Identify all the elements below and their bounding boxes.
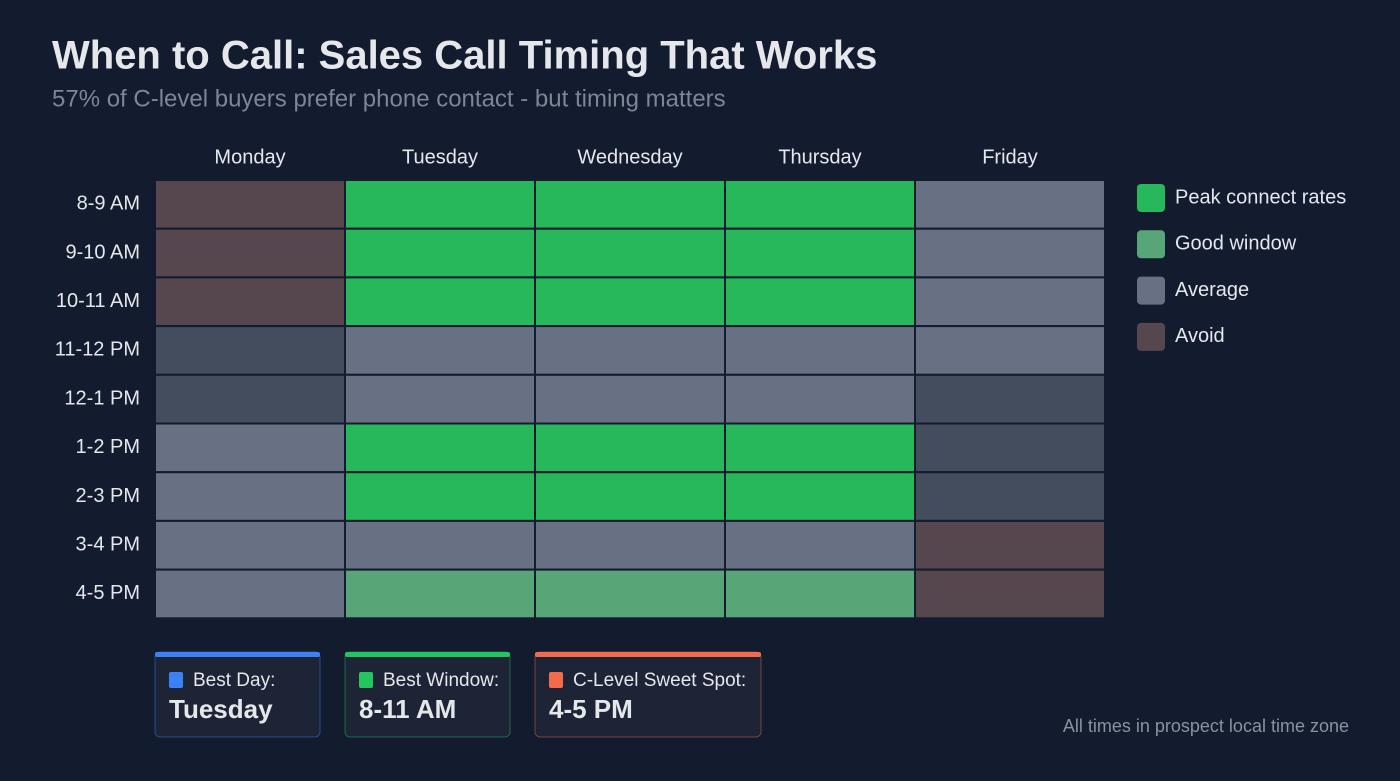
- heatmap-cell: [344, 422, 536, 474]
- row-label: 4-5 PM: [76, 582, 140, 604]
- column-label: Tuesday: [402, 146, 478, 168]
- heatmap-cell: [344, 179, 536, 230]
- row-label: 12-1 PM: [64, 387, 140, 409]
- card-accent: [345, 652, 510, 657]
- heatmap-cell: [724, 227, 916, 279]
- heatmap-cell: [534, 325, 726, 376]
- heatmap-cell: [914, 519, 1106, 571]
- legend-label: Average: [1175, 279, 1249, 301]
- heatmap-cell: [534, 373, 726, 425]
- heatmap-cell: [914, 276, 1106, 328]
- heatmap-cell: [534, 276, 726, 328]
- column-label: Friday: [982, 146, 1038, 168]
- column-label: Thursday: [778, 146, 861, 168]
- card-label: Best Window:: [383, 670, 499, 691]
- column-label: Monday: [214, 146, 285, 168]
- heatmap-cell: [914, 471, 1106, 522]
- footnote: All times in prospect local time zone: [1063, 716, 1349, 736]
- heatmap-cell: [534, 179, 726, 230]
- legend-label: Good window: [1175, 233, 1297, 255]
- heatmap-cell: [154, 568, 346, 620]
- heatmap-cell: [534, 568, 726, 620]
- heatmap-cell: [914, 227, 1106, 279]
- row-label: 8-9 AM: [77, 193, 140, 215]
- heatmap-cell: [154, 276, 346, 328]
- card-label: Best Day:: [193, 670, 275, 691]
- row-label: 3-4 PM: [76, 534, 140, 556]
- legend-label: Peak connect rates: [1175, 186, 1346, 208]
- heatmap-cell: [724, 179, 916, 230]
- card-accent: [155, 652, 320, 657]
- heatmap-cell: [724, 373, 916, 425]
- heatmap-cell: [344, 373, 536, 425]
- heatmap-cell: [724, 568, 916, 620]
- heatmap-cell: [154, 422, 346, 474]
- heatmap-cell: [724, 422, 916, 474]
- heatmap-cell: [914, 422, 1106, 474]
- heatmap-cell: [154, 471, 346, 522]
- heatmap-cell: [344, 568, 536, 620]
- heatmap-cell: [344, 325, 536, 376]
- row-label: 11-12 PM: [55, 339, 140, 361]
- card-value: 8-11 AM: [359, 694, 456, 724]
- heatmap-cell: [344, 276, 536, 328]
- row-label: 1-2 PM: [76, 436, 140, 458]
- card-value: 4-5 PM: [549, 694, 633, 724]
- heatmap-cell: [534, 422, 726, 474]
- heatmap-cell: [154, 519, 346, 571]
- chart-subtitle: 57% of C-level buyers prefer phone conta…: [52, 85, 726, 112]
- heatmap-cell: [344, 519, 536, 571]
- heatmap-cell: [914, 373, 1106, 425]
- heatmap-cell: [724, 471, 916, 522]
- heatmap-cell: [344, 227, 536, 279]
- card-label: C-Level Sweet Spot:: [573, 670, 746, 691]
- heatmap-cell: [534, 471, 726, 522]
- heatmap-cell: [154, 325, 346, 376]
- heatmap-cell: [154, 179, 346, 230]
- legend-swatch: [1137, 230, 1165, 259]
- legend-swatch: [1137, 276, 1165, 305]
- row-label: 2-3 PM: [76, 485, 140, 507]
- heatmap-cell: [534, 227, 726, 279]
- legend-label: Avoid: [1175, 325, 1225, 347]
- column-label: Wednesday: [577, 146, 682, 168]
- heatmap-cell: [724, 276, 916, 328]
- heatmap-cell: [154, 373, 346, 425]
- row-label: 9-10 AM: [66, 241, 140, 263]
- heatmap-cell: [344, 471, 536, 522]
- heatmap-cell: [914, 568, 1106, 620]
- row-label: 10-11 AM: [56, 290, 140, 312]
- chart-title: When to Call: Sales Call Timing That Wor…: [52, 34, 877, 78]
- card-accent: [535, 652, 761, 657]
- heatmap-cell: [724, 325, 916, 376]
- heatmap-cell: [914, 179, 1106, 230]
- heatmap-cell: [724, 519, 916, 571]
- heatmap-cell: [154, 227, 346, 279]
- legend-swatch: [1137, 322, 1165, 351]
- card-icon: [359, 672, 373, 688]
- heatmap-cell: [534, 519, 726, 571]
- legend-swatch: [1137, 184, 1165, 212]
- card-icon: [549, 672, 563, 688]
- heatmap-cell: [914, 325, 1106, 376]
- card-value: Tuesday: [169, 694, 273, 724]
- card-icon: [169, 672, 183, 688]
